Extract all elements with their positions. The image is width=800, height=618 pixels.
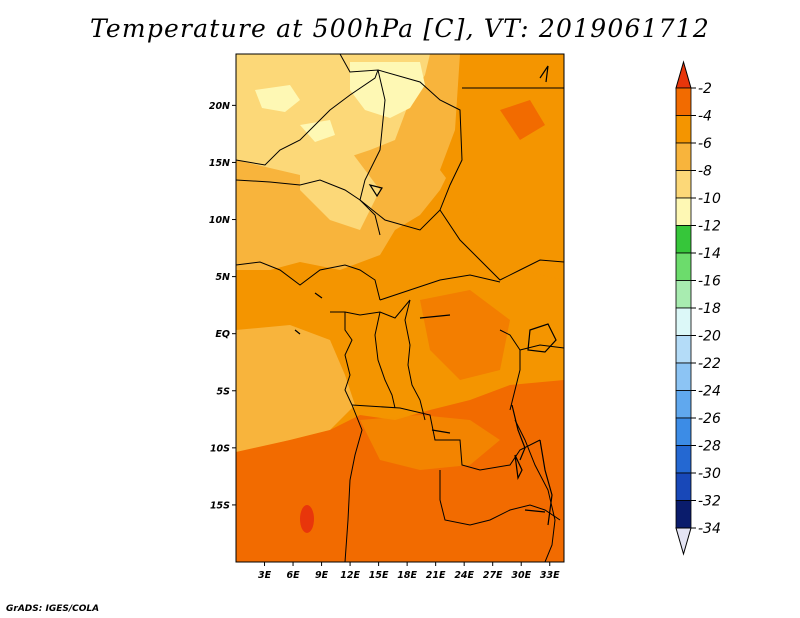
colorbar-label: -34 xyxy=(698,521,721,537)
lon-tick-label: 6E xyxy=(286,570,300,581)
lon-tick-label: 27E xyxy=(483,570,503,581)
colorbar-swatch xyxy=(675,142,692,171)
colorbar-bottom-arrow xyxy=(675,527,692,556)
colorbar-swatch xyxy=(675,280,692,309)
colorbar-label: -24 xyxy=(698,384,721,400)
lat-tick-label: 10S xyxy=(210,443,230,454)
credit-label: GrADS: IGES/COLA xyxy=(6,604,100,614)
colorbar-label: -20 xyxy=(698,329,721,345)
colorbar-swatch xyxy=(675,417,692,446)
lon-tick-label: 21E xyxy=(426,570,446,581)
colorbar-label: -4 xyxy=(698,109,712,125)
colorbar-swatch xyxy=(675,362,692,391)
lakes xyxy=(294,65,557,526)
colorbar-swatch xyxy=(675,445,692,474)
colorbar-swatch xyxy=(675,170,692,199)
colorbar-label: -32 xyxy=(698,494,721,510)
colorbar-swatch xyxy=(675,197,692,226)
colorbar-swatch xyxy=(675,225,692,254)
colorbar-label: -18 xyxy=(698,301,721,317)
lon-tick-label: 15E xyxy=(369,570,389,581)
map-title: Temperature at 500hPa [C], VT: 201906171… xyxy=(90,14,710,43)
colorbar-label: -14 xyxy=(698,246,721,262)
lat-tick-label: EQ xyxy=(215,329,230,340)
lon-tick-label: 18E xyxy=(397,570,417,581)
colorbar-swatch xyxy=(675,87,692,116)
lon-tick-label: 12E xyxy=(340,570,360,581)
colorbar-label: -12 xyxy=(698,219,721,235)
lon-tick-label: 33E xyxy=(540,570,560,581)
lon-tick-label: 9E xyxy=(315,570,329,581)
colorbar-label: -10 xyxy=(698,191,721,207)
longitude-axis: 3E 6E 9E 12E 15E 18E 21E 24E 27E 30E 33E xyxy=(258,562,560,581)
colorbar-swatch xyxy=(675,390,692,419)
lon-tick-label: 24E xyxy=(454,570,474,581)
colorbar-swatch xyxy=(675,472,692,501)
lat-tick-label: 15N xyxy=(209,158,230,169)
colorbar-swatch xyxy=(675,307,692,336)
lon-tick-label: 3E xyxy=(258,570,272,581)
lat-tick-label: 10N xyxy=(209,215,230,226)
colorbar-label: -30 xyxy=(698,466,721,482)
map-frame xyxy=(235,53,565,563)
colorbar-label: -22 xyxy=(698,356,721,372)
colorbar-top-arrow xyxy=(675,60,692,89)
lat-tick-label: 5N xyxy=(215,272,230,283)
colorbar: -2 -4 -6 -8 -10 -12 -14 -16 -18 -20 -22 -24 -26 -28 -3… xyxy=(675,60,721,556)
temperature-field xyxy=(236,54,564,562)
latitude-axis: 20N 15N 10N 5N EQ 5S 10S 15S xyxy=(209,101,236,511)
lon-tick-label: 30E xyxy=(511,570,531,581)
colorbar-label: -2 xyxy=(698,81,712,97)
colorbar-label: -8 xyxy=(698,164,712,180)
colorbar-label: -16 xyxy=(698,274,721,290)
lat-tick-label: 5S xyxy=(217,386,231,397)
lat-tick-label: 15S xyxy=(210,500,230,511)
lat-tick-label: 20N xyxy=(209,101,230,112)
colorbar-swatch xyxy=(675,115,692,144)
colorbar-label: -6 xyxy=(698,136,712,152)
colorbar-swatch xyxy=(675,335,692,364)
country-borders xyxy=(236,54,564,562)
colorbar-label: -28 xyxy=(698,439,721,455)
colorbar-swatch xyxy=(675,252,692,281)
colorbar-label: -26 xyxy=(698,411,721,427)
colorbar-swatch xyxy=(675,500,692,529)
